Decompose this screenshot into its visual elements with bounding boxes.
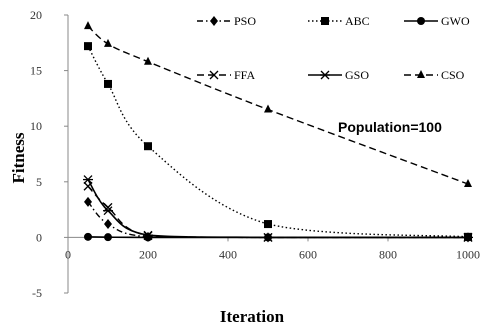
legend-marker-ffa-stroke: [209, 70, 219, 80]
legend-marker-pso: [210, 16, 218, 26]
x-tick-label: 600: [299, 247, 317, 261]
legend-marker-gso: [320, 70, 330, 80]
legend-item-abc: ABC: [308, 14, 370, 28]
y-tick-label: 0: [36, 230, 42, 244]
series-cso: [84, 21, 472, 188]
legend-item-ffa: FFA: [197, 68, 255, 82]
legend-item-cso: CSO: [404, 68, 465, 82]
data-point-gwo: [84, 232, 92, 241]
y-tick-label: 10: [30, 119, 42, 133]
data-point-abc: [264, 220, 272, 229]
series-gso: [83, 175, 473, 242]
data-point-cso: [144, 56, 152, 65]
legend-item-pso: PSO: [197, 14, 256, 28]
data-point-gso: [103, 206, 113, 216]
data-point-pso: [104, 219, 112, 230]
legend-label-gso: GSO: [345, 68, 369, 82]
x-tick-label: 400: [219, 247, 237, 261]
data-point-cso: [264, 104, 272, 113]
series-layer: [83, 21, 473, 243]
data-point-gwo: [104, 233, 112, 242]
legend-marker-gwo: [417, 17, 425, 25]
legend-label-ffa: FFA: [234, 68, 255, 82]
legend-label-pso: PSO: [234, 14, 256, 28]
series-line-cso: [87, 25, 469, 185]
legend-item-gwo: GWO: [404, 14, 470, 28]
data-point-gso: [143, 230, 153, 240]
legend-label-gwo: GWO: [441, 14, 470, 28]
data-point-gso: [463, 232, 473, 242]
population-annotation: Population=100: [338, 119, 442, 135]
series-ffa: [83, 181, 473, 242]
legend-label-cso: CSO: [441, 68, 465, 82]
legend-marker-abc: [321, 17, 329, 25]
data-point-gso: [263, 232, 273, 242]
y-tick-label: 5: [36, 175, 42, 189]
data-point-ffa: [103, 202, 113, 212]
legend-item-gso: GSO: [308, 68, 369, 82]
x-axis-title: Iteration: [220, 307, 285, 326]
data-point-pso: [84, 196, 92, 207]
x-tick-label: 1000: [456, 247, 480, 261]
y-tick-label: 20: [30, 8, 42, 22]
data-point-gso: [83, 175, 93, 185]
legend-label-abc: ABC: [345, 14, 370, 28]
y-axis-title: Fitness: [9, 132, 28, 183]
legend-marker-cso: [417, 70, 425, 78]
series-abc: [84, 42, 472, 241]
series-line-abc: [87, 45, 469, 238]
data-point-abc: [104, 79, 112, 88]
legend: PSO ABC GWO FFA GSO CSO: [197, 14, 470, 82]
y-tick-label: 15: [30, 64, 42, 78]
data-point-cso: [104, 38, 112, 47]
data-point-cso: [464, 179, 472, 188]
x-tick-label: 800: [379, 247, 397, 261]
x-tick-label: 200: [139, 247, 157, 261]
y-tick-label: -5: [32, 286, 42, 300]
series-line-ffa: [87, 185, 468, 239]
data-point-abc: [84, 42, 92, 51]
series-line-gso: [87, 179, 468, 239]
data-point-abc: [144, 142, 152, 151]
x-tick-label: 0: [65, 247, 71, 261]
data-point-cso: [84, 21, 92, 30]
legend-marker-ffa: [209, 70, 219, 80]
data-point-ffa-stroke: [103, 202, 113, 212]
